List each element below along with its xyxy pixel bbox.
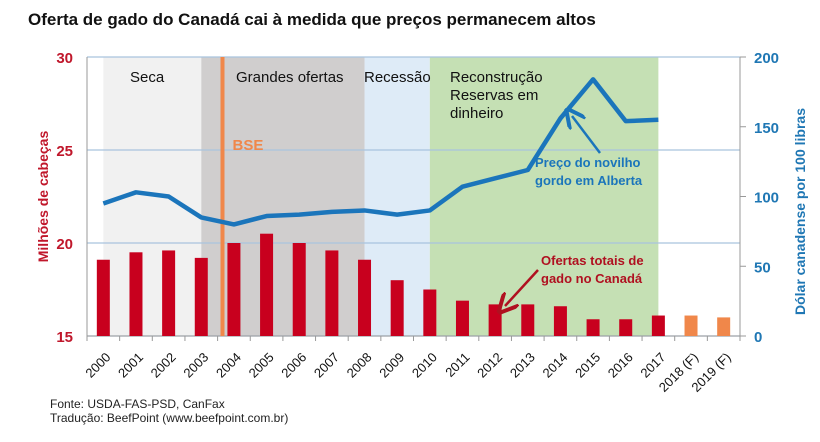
x-tick-label: 2004 xyxy=(213,350,244,381)
supply-arrow xyxy=(505,269,539,306)
right-tick-label: 100 xyxy=(754,190,779,207)
price-annotation: gordo em Alberta xyxy=(535,173,643,188)
left-tick-label: 25 xyxy=(56,143,73,160)
x-tick-label: 2015 xyxy=(572,350,603,381)
left-axis-title: Milhões de cabeças xyxy=(35,131,51,263)
bse-label: BSE xyxy=(232,137,263,154)
bar xyxy=(325,250,339,336)
x-tick-label: 2013 xyxy=(507,350,538,381)
right-tick-label: 200 xyxy=(754,50,779,67)
right-tick-label: 0 xyxy=(754,329,762,346)
bar xyxy=(455,300,469,336)
bar xyxy=(488,304,502,336)
x-tick-label: 2016 xyxy=(605,350,636,381)
source-note: Fonte: USDA-FAS-PSD, CanFax xyxy=(50,397,225,411)
bar xyxy=(194,257,208,336)
period-band xyxy=(429,57,659,336)
period-band xyxy=(201,57,365,336)
price-arrow xyxy=(572,116,601,154)
bar xyxy=(260,233,274,336)
period-label: Seca xyxy=(130,69,165,86)
bar xyxy=(129,252,143,336)
bar xyxy=(684,315,698,336)
left-tick-label: 15 xyxy=(56,329,73,346)
x-tick-label: 2003 xyxy=(180,350,211,381)
x-tick-label: 2001 xyxy=(115,350,146,381)
chart-title: Oferta de gado do Canadá cai à medida qu… xyxy=(28,10,596,29)
right-axis-title: Dólar canadense por 100 libras xyxy=(792,108,808,315)
bar xyxy=(586,319,600,336)
bar xyxy=(423,289,437,336)
x-tick-label: 2006 xyxy=(278,350,309,381)
x-tick-label: 2009 xyxy=(376,350,407,381)
bar xyxy=(227,243,241,336)
x-tick-label: 2000 xyxy=(82,350,113,381)
bar xyxy=(390,280,404,336)
bar xyxy=(162,250,176,336)
bar xyxy=(292,243,306,336)
x-tick-label: 2011 xyxy=(442,350,472,380)
price-annotation: Preço do novilho xyxy=(535,155,641,170)
bar xyxy=(358,259,372,336)
translation-note: Tradução: BeefPoint (www.beefpoint.com.b… xyxy=(50,411,289,425)
bar xyxy=(717,317,731,336)
left-tick-label: 20 xyxy=(56,236,73,253)
supply-annotation: Ofertas totais de xyxy=(541,253,644,268)
x-tick-label: 2010 xyxy=(409,350,440,381)
bar xyxy=(651,315,665,336)
period-label: Grandes ofertas xyxy=(236,69,344,86)
bar xyxy=(521,304,535,336)
right-tick-label: 50 xyxy=(754,259,771,276)
right-tick-label: 150 xyxy=(754,120,779,137)
x-tick-label: 2007 xyxy=(311,350,342,381)
left-tick-label: 30 xyxy=(56,50,73,67)
x-tick-label: 2008 xyxy=(344,350,375,381)
period-label: Reconstrução Reservas em dinheiro xyxy=(450,69,543,122)
supply-annotation: gado no Canadá xyxy=(541,271,643,286)
period-label: Recessão xyxy=(364,69,431,86)
x-tick-label: 2005 xyxy=(246,350,277,381)
x-tick-label: 2014 xyxy=(539,350,570,381)
x-tick-label: 2002 xyxy=(148,350,179,381)
bar xyxy=(96,259,110,336)
bar xyxy=(553,306,567,336)
x-tick-label: 2012 xyxy=(474,350,505,381)
bar xyxy=(619,319,633,336)
